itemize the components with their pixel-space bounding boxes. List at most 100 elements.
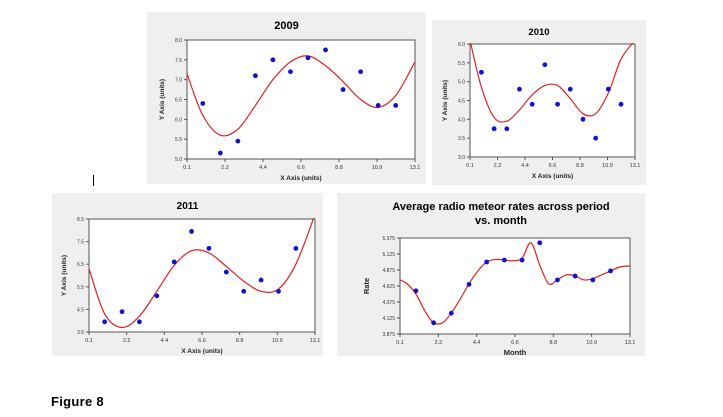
plot-area <box>399 237 631 335</box>
x-tick-label: 13.1 <box>310 338 321 344</box>
fit-curve <box>470 43 634 123</box>
x-tick-label: 0.1 <box>183 165 191 171</box>
data-point <box>593 135 599 141</box>
x-tick-label: 8.8 <box>576 163 584 169</box>
y-tick-label: 8.0 <box>175 38 182 44</box>
y-tick-label: 6.0 <box>175 117 182 123</box>
y-axis-label: Y Axis (units) <box>159 79 166 120</box>
x-axis-label: X Axis (units) <box>181 348 222 355</box>
y-tick-label: 7.0 <box>175 78 182 84</box>
y-tick-label: 3.0 <box>458 155 465 161</box>
data-point <box>137 319 142 325</box>
y-tick-label: 4.875 <box>382 268 395 274</box>
y-tick-label: 3.875 <box>382 332 395 338</box>
chart-2011: 2011 0.1 2.2 4.4 6.6 8.8 10.9 13.1 3.5 4.5 5.5 6.5 7… <box>61 201 321 355</box>
y-tick-label: 4.375 <box>382 300 395 306</box>
data-point <box>375 103 381 108</box>
data-point <box>241 288 247 294</box>
x-tick-label: 10.9 <box>602 163 613 169</box>
x-tick-label: 0.1 <box>396 340 404 346</box>
x-tick-label: 2.2 <box>435 340 443 346</box>
x-tick-label: 2.2 <box>221 165 229 171</box>
data-point <box>517 86 522 92</box>
y-tick-label: 5.0 <box>458 80 465 86</box>
data-point <box>529 101 535 107</box>
data-point <box>448 310 454 316</box>
data-point <box>171 259 177 265</box>
chart-panel-2009: 2009 0.1 2.2 4.4 6.6 8.8 10.9 13.1 5.0 5.5 6.0 6.5 7… <box>147 12 426 184</box>
x-tick-label: 4.4 <box>521 163 529 169</box>
data-point <box>605 86 611 92</box>
plot-area <box>186 39 416 160</box>
x-tick-label: 8.8 <box>550 340 558 346</box>
data-point <box>358 69 364 75</box>
data-point <box>119 309 125 315</box>
data-point <box>200 101 206 106</box>
data-point <box>258 277 264 283</box>
data-point <box>537 240 543 246</box>
data-point <box>189 229 194 234</box>
y-tick-label: 5.5 <box>175 137 182 143</box>
data-point <box>223 269 229 275</box>
x-tick-label: 6.6 <box>549 163 557 169</box>
data-point <box>608 268 613 274</box>
y-tick-label: 4.625 <box>382 284 395 290</box>
data-point <box>253 73 258 79</box>
x-axis-label: X Axis (units) <box>532 173 573 180</box>
y-tick-label: 4.5 <box>458 99 465 105</box>
data-point <box>276 288 281 294</box>
y-tick-label: 6.5 <box>77 262 84 268</box>
x-axis-label: Month <box>504 348 527 357</box>
plot-area <box>469 43 636 158</box>
data-point <box>431 320 437 326</box>
data-point <box>555 277 560 283</box>
data-point <box>270 57 276 63</box>
x-tick-label: 8.8 <box>335 165 343 171</box>
y-tick-label: 6.0 <box>458 42 465 48</box>
data-point <box>293 245 299 251</box>
chart-2010: 2010 0.1 2.2 4.4 6.6 8.8 10.9 13.1 3.0 3.5 4.0 4.5 5… <box>442 27 640 180</box>
x-tick-label: 10.9 <box>586 340 597 346</box>
x-tick-label: 6.6 <box>297 165 305 171</box>
data-point <box>206 245 212 251</box>
y-axis-label: Rate <box>362 278 371 294</box>
y-tick-label: 5.0 <box>175 157 182 163</box>
data-point <box>580 116 586 122</box>
data-point <box>567 86 573 92</box>
data-point <box>393 103 399 108</box>
x-axis-label: X Axis (units) <box>280 175 321 182</box>
plot-area <box>88 218 316 333</box>
data-point <box>235 138 241 144</box>
data-point <box>519 257 525 263</box>
data-point <box>323 47 328 53</box>
x-tick-label: 10.9 <box>372 165 383 171</box>
x-tick-label: 13.1 <box>410 165 421 171</box>
chart-panel-2011: 2011 0.1 2.2 4.4 6.6 8.8 10.9 13.1 3.5 4.5 5.5 6.5 7… <box>52 193 323 356</box>
x-tick-label: 6.6 <box>198 338 206 344</box>
x-tick-label: 0.1 <box>85 338 93 344</box>
chart-average-rates: Average radio meteor rates across period… <box>362 201 635 357</box>
x-tick-label: 4.4 <box>161 338 169 344</box>
x-tick-label: 6.6 <box>511 340 519 346</box>
y-tick-label: 7.5 <box>175 58 182 64</box>
chart-title: 2009 <box>274 20 298 32</box>
figure-caption: Figure 8 <box>51 394 104 409</box>
y-axis-label: Y Axis (units) <box>442 80 449 121</box>
data-point <box>466 282 472 287</box>
y-tick-label: 7.5 <box>77 240 84 246</box>
data-point <box>491 126 497 132</box>
y-tick-label: 5.375 <box>382 236 395 242</box>
data-point <box>479 69 484 75</box>
y-tick-label: 8.5 <box>77 217 84 223</box>
stray-cursor-mark <box>93 175 94 186</box>
chart-2009: 2009 0.1 2.2 4.4 6.6 8.8 10.9 13.1 5.0 5.5 6.0 6.5 7… <box>159 20 421 182</box>
y-tick-label: 5.125 <box>382 252 395 258</box>
data-point <box>288 69 293 75</box>
x-tick-label: 4.4 <box>259 165 267 171</box>
data-point <box>501 257 507 263</box>
fit-curve <box>187 55 415 137</box>
data-point <box>154 293 160 299</box>
y-tick-label: 4.125 <box>382 316 395 322</box>
data-point <box>217 150 223 156</box>
x-tick-label: 4.4 <box>473 340 481 346</box>
